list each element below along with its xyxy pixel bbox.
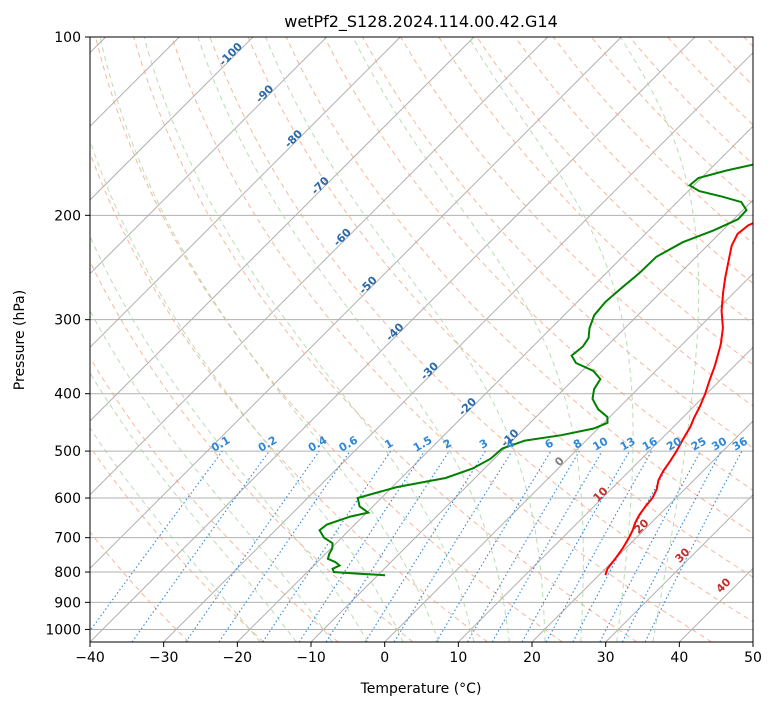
mixing-ratio-line	[393, 450, 513, 642]
moist-adiabat-line	[265, 37, 546, 642]
moist-adiabat-line	[99, 37, 439, 642]
x-axis-label: Temperature (°C)	[360, 681, 482, 697]
x-tick-label: −40	[75, 650, 105, 666]
dry-adiabat-line	[171, 37, 712, 642]
mixing-ratio-line	[298, 450, 425, 642]
mixing-ratio-line	[325, 450, 450, 642]
isotherm-line	[90, 37, 549, 496]
dry-adiabat-line	[209, 37, 753, 623]
x-tick-label: 30	[597, 650, 615, 666]
dry-adiabat-line	[133, 37, 638, 642]
mixing-ratio-line	[218, 450, 351, 642]
dry-adiabat-line	[90, 531, 190, 642]
dry-adiabat-line	[90, 356, 339, 642]
dewpoint-profile-line	[318, 163, 753, 577]
y-tick-label: 600	[54, 491, 81, 507]
isotherm-line	[90, 37, 254, 201]
isotherm-line	[605, 493, 753, 642]
x-tick-label: 40	[670, 650, 688, 666]
plot-frame	[89, 36, 754, 643]
y-tick-label: 700	[54, 531, 81, 547]
isotherm-line	[457, 346, 753, 642]
isotherm-line	[90, 37, 328, 275]
dry-adiabat-line	[95, 37, 563, 642]
mixing-ratio-line	[185, 450, 320, 642]
y-tick-label: 900	[54, 595, 81, 611]
x-tick-label: −20	[223, 650, 253, 666]
dry-adiabat-line	[400, 37, 753, 407]
y-axis-label: Pressure (hPa)	[12, 290, 28, 390]
x-tick-label: −30	[149, 650, 179, 666]
plot-area	[90, 37, 753, 642]
x-tick-label: −10	[296, 650, 326, 666]
y-tick-label: 1000	[45, 622, 81, 638]
chart-title: wetPf2_S128.2024.114.00.42.G14	[284, 12, 558, 32]
moist-adiabat-line	[143, 37, 475, 642]
mixing-ratio-line	[545, 450, 653, 642]
y-tick-label: 300	[54, 313, 81, 329]
dry-adiabat-line	[362, 37, 753, 449]
isotherm-line	[163, 51, 753, 642]
isotherm-line	[236, 125, 753, 642]
isotherm-line	[90, 37, 696, 642]
dry-adiabat-line	[90, 445, 264, 642]
mixing-ratio-line	[572, 450, 677, 642]
isotherm-line	[90, 37, 401, 349]
moist-adiabat-line	[90, 235, 369, 642]
dry-adiabat-line	[247, 37, 753, 578]
y-tick-label: 100	[54, 30, 81, 46]
x-tick-label: 50	[744, 650, 762, 666]
y-tick-label: 200	[54, 208, 81, 224]
dry-adiabat-line	[514, 37, 753, 285]
temperature-profile-line	[604, 222, 753, 576]
moist-adiabat-line	[90, 427, 261, 642]
mixing-ratio-line	[90, 450, 223, 632]
moist-adiabat-line	[90, 138, 404, 642]
x-tick-label: 10	[449, 650, 467, 666]
moist-adiabat-line	[90, 371, 297, 642]
x-tick-label: 20	[523, 650, 541, 666]
y-tick-label: 400	[54, 387, 81, 403]
mixing-ratio-line	[262, 450, 392, 642]
x-tick-label: 0	[380, 650, 389, 666]
isotherm-line	[90, 37, 475, 422]
y-tick-label: 500	[54, 444, 81, 460]
axes: −40 −30 −20 −10 0 10 20 30 40 50 1000 900 800 700 600 5…	[45, 30, 762, 666]
mixing-ratio-line	[131, 450, 270, 642]
mixing-ratio-line	[644, 450, 743, 642]
isotherm-line	[384, 272, 753, 642]
isotherm-line	[531, 420, 753, 642]
isotherm-line	[90, 37, 622, 570]
dry-adiabat-line	[90, 260, 414, 642]
moist-adiabat-line	[619, 37, 700, 642]
mixing-ratio-line	[521, 450, 630, 642]
moist-adiabat-line	[352, 37, 584, 642]
dry-adiabat-line	[90, 151, 488, 642]
y-tick-label: 800	[54, 565, 81, 581]
